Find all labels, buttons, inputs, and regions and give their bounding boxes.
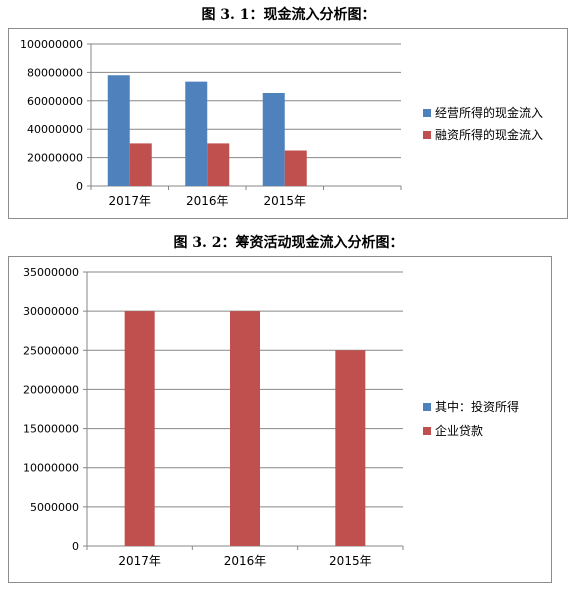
legend-label: 经营所得的现金流入	[435, 105, 543, 120]
financing-inflow-chart-svg: 0 5000000 10000000 15000000 20000000 25000000…	[23, 266, 519, 568]
legend-label: 其中：投资所得	[435, 399, 519, 414]
x-category-label: 2015年	[263, 194, 306, 208]
legend-label: 融资所得的现金流入	[435, 127, 543, 142]
y-tick-label: 40000000	[27, 123, 83, 136]
bar-series2	[284, 150, 307, 186]
y-tick-label: 0	[72, 540, 79, 553]
legend-swatch	[423, 403, 431, 411]
bar-series2	[230, 311, 260, 546]
y-tick-label: 0	[76, 180, 83, 193]
bar-series2	[207, 143, 230, 186]
x-category-label: 2016年	[186, 194, 229, 208]
y-tick-label: 60000000	[27, 95, 83, 108]
y-tick-label: 15000000	[23, 423, 79, 436]
y-tick-label: 10000000	[23, 462, 79, 475]
x-category-label: 2017年	[108, 194, 151, 208]
y-tick-label: 80000000	[27, 66, 83, 79]
bar-series2	[129, 143, 152, 186]
y-tick-label: 35000000	[23, 266, 79, 279]
legend-label: 企业贷款	[435, 423, 483, 438]
cash-inflow-chart-svg: 0 20000000 40000000 60000000 80000000 1000000…	[20, 38, 543, 208]
figure2-title: 图 3. 2：筹资活动现金流入分析图：	[173, 235, 404, 251]
legend-swatch	[423, 427, 431, 435]
financing-inflow-chart: 0 5000000 10000000 15000000 20000000 25000000…	[8, 256, 552, 583]
y-tick-label: 5000000	[30, 501, 79, 514]
cash-inflow-chart: 0 20000000 40000000 60000000 80000000 1000000…	[8, 28, 568, 219]
x-category-label: 2016年	[224, 554, 267, 568]
figure1-title: 图 3. 1：现金流入分析图：	[201, 7, 376, 23]
y-tick-label: 25000000	[23, 344, 79, 357]
bar-series2	[124, 311, 155, 546]
y-tick-label: 20000000	[23, 383, 79, 396]
y-tick-label: 30000000	[23, 305, 79, 318]
legend-swatch	[423, 109, 431, 117]
x-category-label: 2015年	[329, 554, 372, 568]
x-category-label: 2017年	[118, 554, 161, 568]
y-tick-label: 100000000	[20, 38, 83, 51]
legend-swatch	[423, 131, 431, 139]
bar-series1	[185, 81, 208, 186]
bar-series2	[335, 350, 366, 546]
y-tick-label: 20000000	[27, 152, 83, 165]
bar-series1	[262, 92, 285, 186]
bar-series1	[107, 75, 130, 186]
